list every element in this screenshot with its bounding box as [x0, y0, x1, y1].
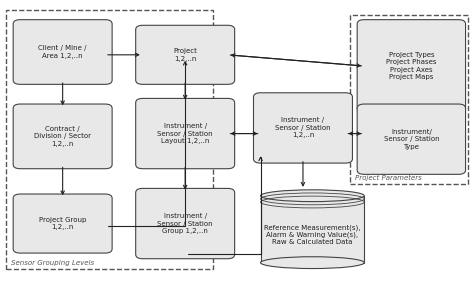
- FancyBboxPatch shape: [357, 104, 465, 174]
- Ellipse shape: [261, 190, 364, 202]
- Text: Contract /
Division / Sector
1,2,..n: Contract / Division / Sector 1,2,..n: [34, 126, 91, 147]
- Text: Instrument/
Sensor / Station
Type: Instrument/ Sensor / Station Type: [383, 129, 439, 150]
- FancyBboxPatch shape: [13, 194, 112, 253]
- Text: Project Parameters: Project Parameters: [355, 175, 421, 181]
- FancyBboxPatch shape: [136, 99, 235, 169]
- Ellipse shape: [261, 257, 364, 269]
- FancyBboxPatch shape: [357, 20, 465, 112]
- FancyBboxPatch shape: [136, 25, 235, 84]
- Text: Project Types
Project Phases
Project Axes
Project Maps: Project Types Project Phases Project Axe…: [386, 52, 437, 80]
- FancyBboxPatch shape: [261, 196, 364, 263]
- Text: Project Group
1,2,..n: Project Group 1,2,..n: [39, 217, 86, 230]
- Text: Instrument /
Sensor / Station
Group 1,2,..n: Instrument / Sensor / Station Group 1,2,…: [157, 213, 213, 234]
- Text: Reference Measurement(s),
Alarm & Warning Value(s),
Raw & Calculated Data: Reference Measurement(s), Alarm & Warnin…: [264, 224, 361, 245]
- FancyBboxPatch shape: [13, 20, 112, 84]
- FancyBboxPatch shape: [254, 93, 353, 163]
- FancyBboxPatch shape: [13, 104, 112, 169]
- Text: Instrument /
Sensor / Station
1,2,..n: Instrument / Sensor / Station 1,2,..n: [275, 118, 331, 138]
- FancyBboxPatch shape: [136, 188, 235, 259]
- Text: Sensor Grouping Levels: Sensor Grouping Levels: [11, 260, 94, 266]
- Text: Instrument /
Sensor / Station
Layout 1,2,..n: Instrument / Sensor / Station Layout 1,2…: [157, 123, 213, 144]
- Text: Client / Mine /
Area 1,2,..n: Client / Mine / Area 1,2,..n: [38, 45, 87, 59]
- Text: Project
1,2,..n: Project 1,2,..n: [173, 48, 197, 62]
